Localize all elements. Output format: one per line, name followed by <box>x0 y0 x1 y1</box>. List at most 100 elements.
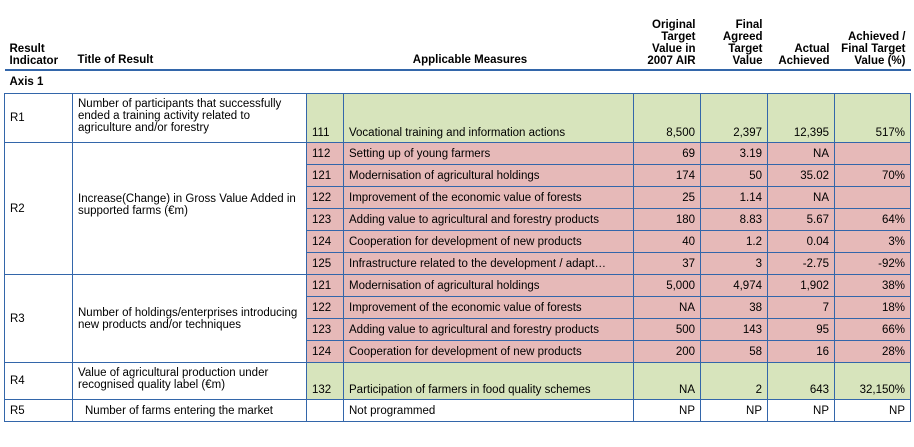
achieved-pct-cell: -92% <box>834 252 911 275</box>
final-agreed-cell: 143 <box>700 318 768 341</box>
achieved-pct-cell: 32,150% <box>834 362 911 400</box>
measure-code-cell: 123 <box>306 318 344 341</box>
header-applicable-measures: Applicable Measures <box>306 6 634 71</box>
table-row: R3 Number of holdings/enterprises introdu… <box>4 274 911 363</box>
final-agreed-cell: 8.83 <box>700 208 768 231</box>
actual-achieved-cell: 0.04 <box>767 230 835 253</box>
final-agreed-cell: NP <box>700 399 768 422</box>
actual-achieved-cell: -2.75 <box>767 252 835 275</box>
actual-achieved-cell: 7 <box>767 296 835 319</box>
header-final-agreed: Final Agreed Target Value <box>700 6 768 71</box>
measure-code-cell <box>306 399 344 422</box>
measure-name-cell: Modernisation of agricultural holdings <box>343 274 634 297</box>
measure-code-cell: 121 <box>306 164 344 187</box>
measure-name-cell: Adding value to agricultural and forestr… <box>343 318 634 341</box>
achieved-pct-cell: NP <box>834 399 911 422</box>
result-indicator-cell: R3 <box>4 274 73 363</box>
measure-name-cell: Cooperation for development of new produ… <box>343 340 634 363</box>
final-agreed-cell: 1.14 <box>700 186 768 209</box>
achieved-pct-cell: 70% <box>834 164 911 187</box>
final-agreed-cell: 38 <box>700 296 768 319</box>
measure-code-cell: 111 <box>306 93 344 143</box>
measure-code-cell: 125 <box>306 252 344 275</box>
achieved-pct-cell: 517% <box>834 93 911 143</box>
result-indicator-cell: R2 <box>4 142 73 275</box>
final-agreed-cell: 4,974 <box>700 274 768 297</box>
result-indicator-cell: R4 <box>4 362 73 400</box>
axis-row: Axis 1 <box>4 70 911 94</box>
final-agreed-cell: 2 <box>700 362 768 400</box>
final-agreed-cell: 58 <box>700 340 768 363</box>
measure-code-cell: 122 <box>306 296 344 319</box>
result-indicator-cell: R1 <box>4 93 73 143</box>
final-agreed-cell: 1.2 <box>700 230 768 253</box>
table-row: 123 Adding value to agricultural and fore… <box>5 208 911 231</box>
actual-achieved-cell: 35.02 <box>767 164 835 187</box>
measure-code-cell: 123 <box>306 208 344 231</box>
actual-achieved-cell: 1,902 <box>767 274 835 297</box>
measure-code-cell: 132 <box>306 362 344 400</box>
measure-code-cell: 121 <box>306 274 344 297</box>
measure-code-cell: 124 <box>306 230 344 253</box>
original-target-cell: 37 <box>633 252 701 275</box>
achieved-pct-cell <box>834 186 911 209</box>
original-target-cell: 174 <box>633 164 701 187</box>
achieved-pct-cell <box>834 142 911 165</box>
original-target-cell: 40 <box>633 230 701 253</box>
original-target-cell: 69 <box>633 142 701 165</box>
measure-name-cell: Improvement of the economic value of for… <box>343 296 634 319</box>
table-row: 125 Infrastructure related to the develop… <box>5 252 911 275</box>
measure-name-cell: Vocational training and information acti… <box>343 93 634 143</box>
achieved-pct-cell: 3% <box>834 230 911 253</box>
table-row: R4 Value of agricultural production under… <box>4 362 911 400</box>
table-row: R1 Number of participants that successful… <box>4 93 911 143</box>
measure-code-cell: 112 <box>306 142 344 165</box>
actual-achieved-cell: 12,395 <box>767 93 835 143</box>
achieved-pct-cell: 64% <box>834 208 911 231</box>
actual-achieved-cell: 16 <box>767 340 835 363</box>
actual-achieved-cell: 5.67 <box>767 208 835 231</box>
measure-code-cell: 122 <box>306 186 344 209</box>
header-actual-achieved: Actual Achieved <box>767 6 835 71</box>
original-target-cell: 200 <box>633 340 701 363</box>
original-target-cell: NA <box>633 296 701 319</box>
measure-name-cell: Adding value to agricultural and forestr… <box>343 208 634 231</box>
original-target-cell: 500 <box>633 318 701 341</box>
result-title-cell: Number of holdings/enterprises introduci… <box>72 274 307 363</box>
actual-achieved-cell: NA <box>767 186 835 209</box>
original-target-cell: NA <box>633 362 701 400</box>
original-target-cell: 25 <box>633 186 701 209</box>
achieved-pct-cell: 18% <box>834 296 911 319</box>
final-agreed-cell: 3.19 <box>700 142 768 165</box>
original-target-cell: 5,000 <box>633 274 701 297</box>
original-target-cell: NP <box>633 399 701 422</box>
table-row: R5 Number of farms entering the market Not… <box>4 399 911 422</box>
measure-name-cell: Improvement of the economic value of for… <box>343 186 634 209</box>
result-title-cell: Value of agricultural production under r… <box>72 362 307 400</box>
measure-name-cell: Modernisation of agricultural holdings <box>343 164 634 187</box>
header-achieved-pct: Achieved / Final Target Value (%) <box>834 6 911 71</box>
actual-achieved-cell: NP <box>767 399 835 422</box>
result-indicators-table: Result Indicator Title of Result Applica… <box>4 6 911 422</box>
measure-name-cell: Cooperation for development of new produ… <box>343 230 634 253</box>
measure-code-cell: 124 <box>306 340 344 363</box>
header-row: Result Indicator Title of Result Applica… <box>4 6 911 71</box>
table-body: Axis 1 R1 Number of participants that suc… <box>4 70 911 422</box>
table-row: 124 Cooperation for development of new pr… <box>5 230 911 253</box>
header-result-indicator: Result Indicator <box>4 6 73 71</box>
table-row: 124 Cooperation for development of new pr… <box>5 340 911 363</box>
achieved-pct-cell: 38% <box>834 274 911 297</box>
achieved-pct-cell: 28% <box>834 340 911 363</box>
final-agreed-cell: 3 <box>700 252 768 275</box>
actual-achieved-cell: 95 <box>767 318 835 341</box>
actual-achieved-cell: NA <box>767 142 835 165</box>
axis-label: Axis 1 <box>4 70 911 94</box>
result-title-cell: Number of participants that successfully… <box>72 93 307 143</box>
measure-name-cell: Participation of farmers in food quality… <box>343 362 634 400</box>
measure-name-cell: Infrastructure related to the developmen… <box>343 252 634 275</box>
table-row: 121 Modernisation of agricultural holding… <box>5 164 911 187</box>
achieved-pct-cell: 66% <box>834 318 911 341</box>
original-target-cell: 8,500 <box>633 93 701 143</box>
actual-achieved-cell: 643 <box>767 362 835 400</box>
final-agreed-cell: 2,397 <box>700 93 768 143</box>
